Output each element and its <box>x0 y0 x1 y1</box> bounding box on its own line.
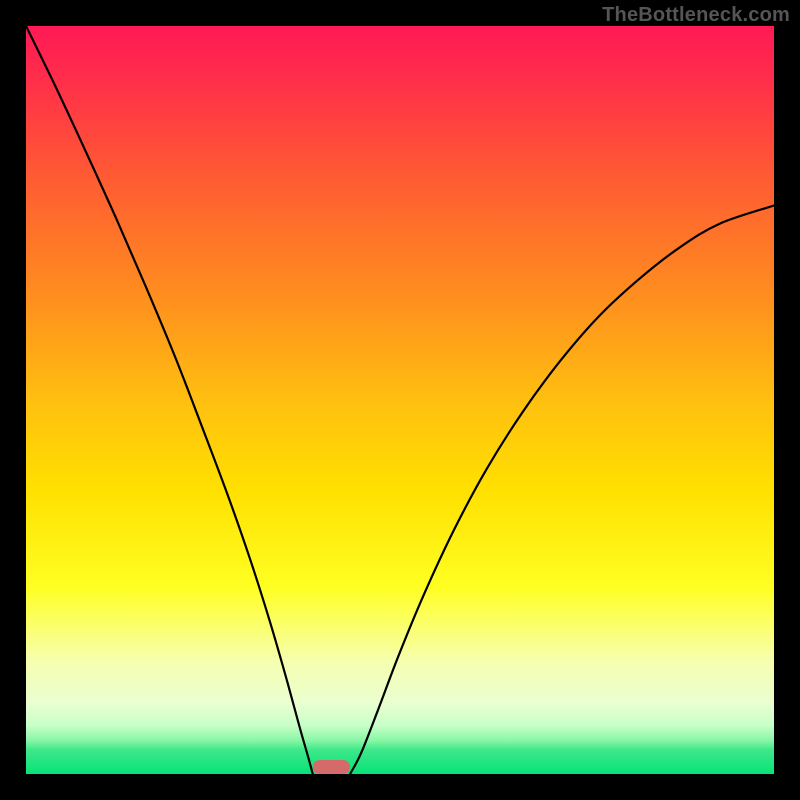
bottleneck-chart: TheBottleneck.com <box>0 0 800 800</box>
chart-svg <box>0 0 800 800</box>
watermark-text: TheBottleneck.com <box>602 4 790 27</box>
